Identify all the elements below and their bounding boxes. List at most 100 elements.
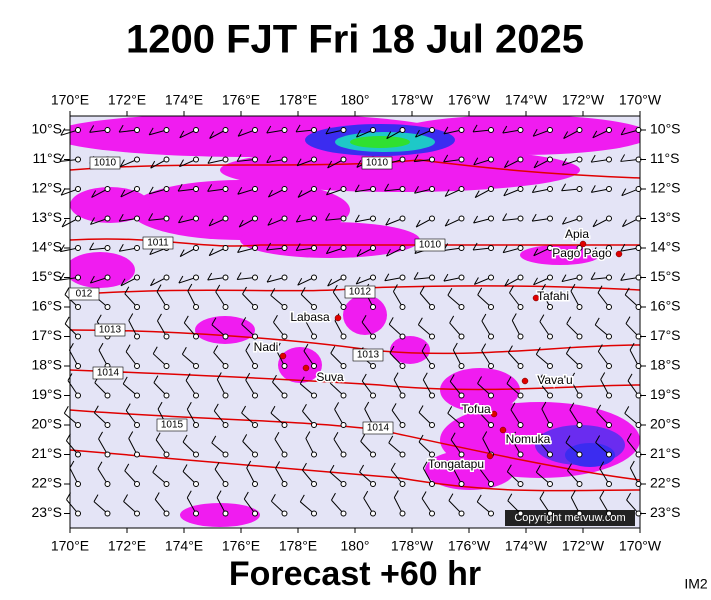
barb-shaft: [60, 188, 79, 196]
barb-flag: [179, 130, 185, 139]
barb-station: [134, 186, 140, 192]
barb-station: [370, 481, 376, 487]
barb-station: [488, 333, 494, 340]
lon-label: 170°E: [51, 538, 89, 554]
barb-station: [547, 127, 553, 133]
lon-label: 180°: [341, 92, 370, 108]
barb-flag: [502, 125, 508, 134]
barb-flag: [535, 465, 541, 473]
barb-station: [193, 186, 199, 192]
barb-shaft: [360, 441, 374, 455]
barb-station: [252, 156, 258, 163]
barb-flag: [118, 124, 124, 133]
isobar-label-box: [362, 421, 394, 435]
barb-flag: [364, 401, 370, 410]
barb-flag: [561, 216, 567, 225]
barb-flag: [506, 464, 512, 472]
barb-shaft: [474, 277, 492, 285]
barb-flag: [590, 272, 596, 280]
barb-shaft: [569, 409, 580, 426]
barb-shaft: [386, 247, 403, 257]
barb-shaft: [388, 323, 403, 337]
barb-flag: [179, 159, 184, 167]
barb-flag: [208, 218, 214, 227]
barb-flag: [510, 402, 516, 411]
barb-station: [222, 451, 229, 458]
barb-flag: [531, 185, 537, 193]
barb-shaft: [302, 410, 315, 426]
place-dot: [334, 314, 342, 322]
barb-station: [547, 363, 553, 369]
barb-station: [458, 274, 465, 281]
barb-flag: [89, 275, 95, 284]
barb-flag: [503, 160, 509, 168]
barb-flag: [481, 313, 487, 322]
place-label: Vava'u: [537, 373, 572, 387]
barb-flag: [59, 272, 65, 281]
barb-flag: [207, 272, 213, 281]
barb-flag: [211, 317, 217, 325]
barb-shaft: [152, 353, 167, 367]
barb-station: [458, 510, 465, 517]
barb-station: [193, 156, 199, 163]
barb-flag: [452, 460, 458, 469]
lat-label: 18°S: [31, 357, 62, 373]
barb-shaft: [332, 291, 344, 308]
barb-station: [399, 304, 406, 310]
barb-flag: [177, 183, 183, 192]
barb-flag: [474, 190, 480, 198]
barb-flag: [274, 432, 280, 440]
barb-flag: [393, 490, 399, 498]
barb-station: [222, 363, 229, 369]
barb-station: [311, 333, 317, 340]
isobar-label-box: [94, 323, 126, 337]
barb-station: [399, 510, 406, 517]
barb-station: [606, 245, 612, 251]
barb-station: [75, 215, 81, 222]
barb-shaft: [64, 294, 79, 308]
barb-station: [222, 215, 229, 222]
lat-label: 10°S: [31, 121, 62, 137]
barb-shaft: [149, 129, 167, 136]
barb-station: [193, 481, 199, 487]
barb-flag: [422, 372, 428, 380]
lat-label: 21°S: [31, 445, 62, 461]
lon-label: 178°W: [391, 92, 434, 108]
barb-station: [547, 451, 553, 458]
place-dot: [615, 250, 623, 258]
barb-flag: [511, 431, 516, 440]
barb-flag: [245, 343, 251, 351]
barb-station: [340, 333, 347, 340]
barb-flag: [267, 189, 273, 198]
barb-station: [281, 186, 288, 192]
barb-station: [104, 510, 111, 517]
barb-station: [193, 274, 199, 281]
barb-station: [104, 186, 111, 192]
barb-flag: [393, 372, 399, 380]
place-label: Apia: [565, 227, 589, 241]
barb-station: [517, 451, 524, 458]
barb-station: [547, 481, 553, 487]
barb-shaft: [356, 247, 374, 257]
barb-flag: [567, 463, 572, 471]
barb-shaft: [216, 379, 226, 396]
lon-label: 174°E: [165, 538, 203, 554]
barb-station: [104, 127, 111, 133]
lon-label: 172°W: [562, 538, 605, 554]
barb-flag: [64, 287, 70, 295]
barb-station: [104, 304, 111, 310]
barb-flag: [154, 492, 160, 500]
barb-flag: [443, 273, 449, 282]
lat-label: 16°S: [31, 298, 62, 314]
barb-shaft: [125, 410, 138, 426]
barb-flag: [334, 402, 340, 410]
isobar-label-box: [89, 156, 121, 170]
lon-label: 178°E: [279, 92, 317, 108]
barb-station: [252, 127, 258, 133]
barb-shaft: [414, 277, 433, 280]
barb-flag: [182, 434, 188, 443]
barb-shaft: [538, 381, 551, 396]
barb-flag: [620, 243, 626, 252]
barb-station: [252, 510, 258, 517]
barb-flag: [414, 186, 419, 194]
